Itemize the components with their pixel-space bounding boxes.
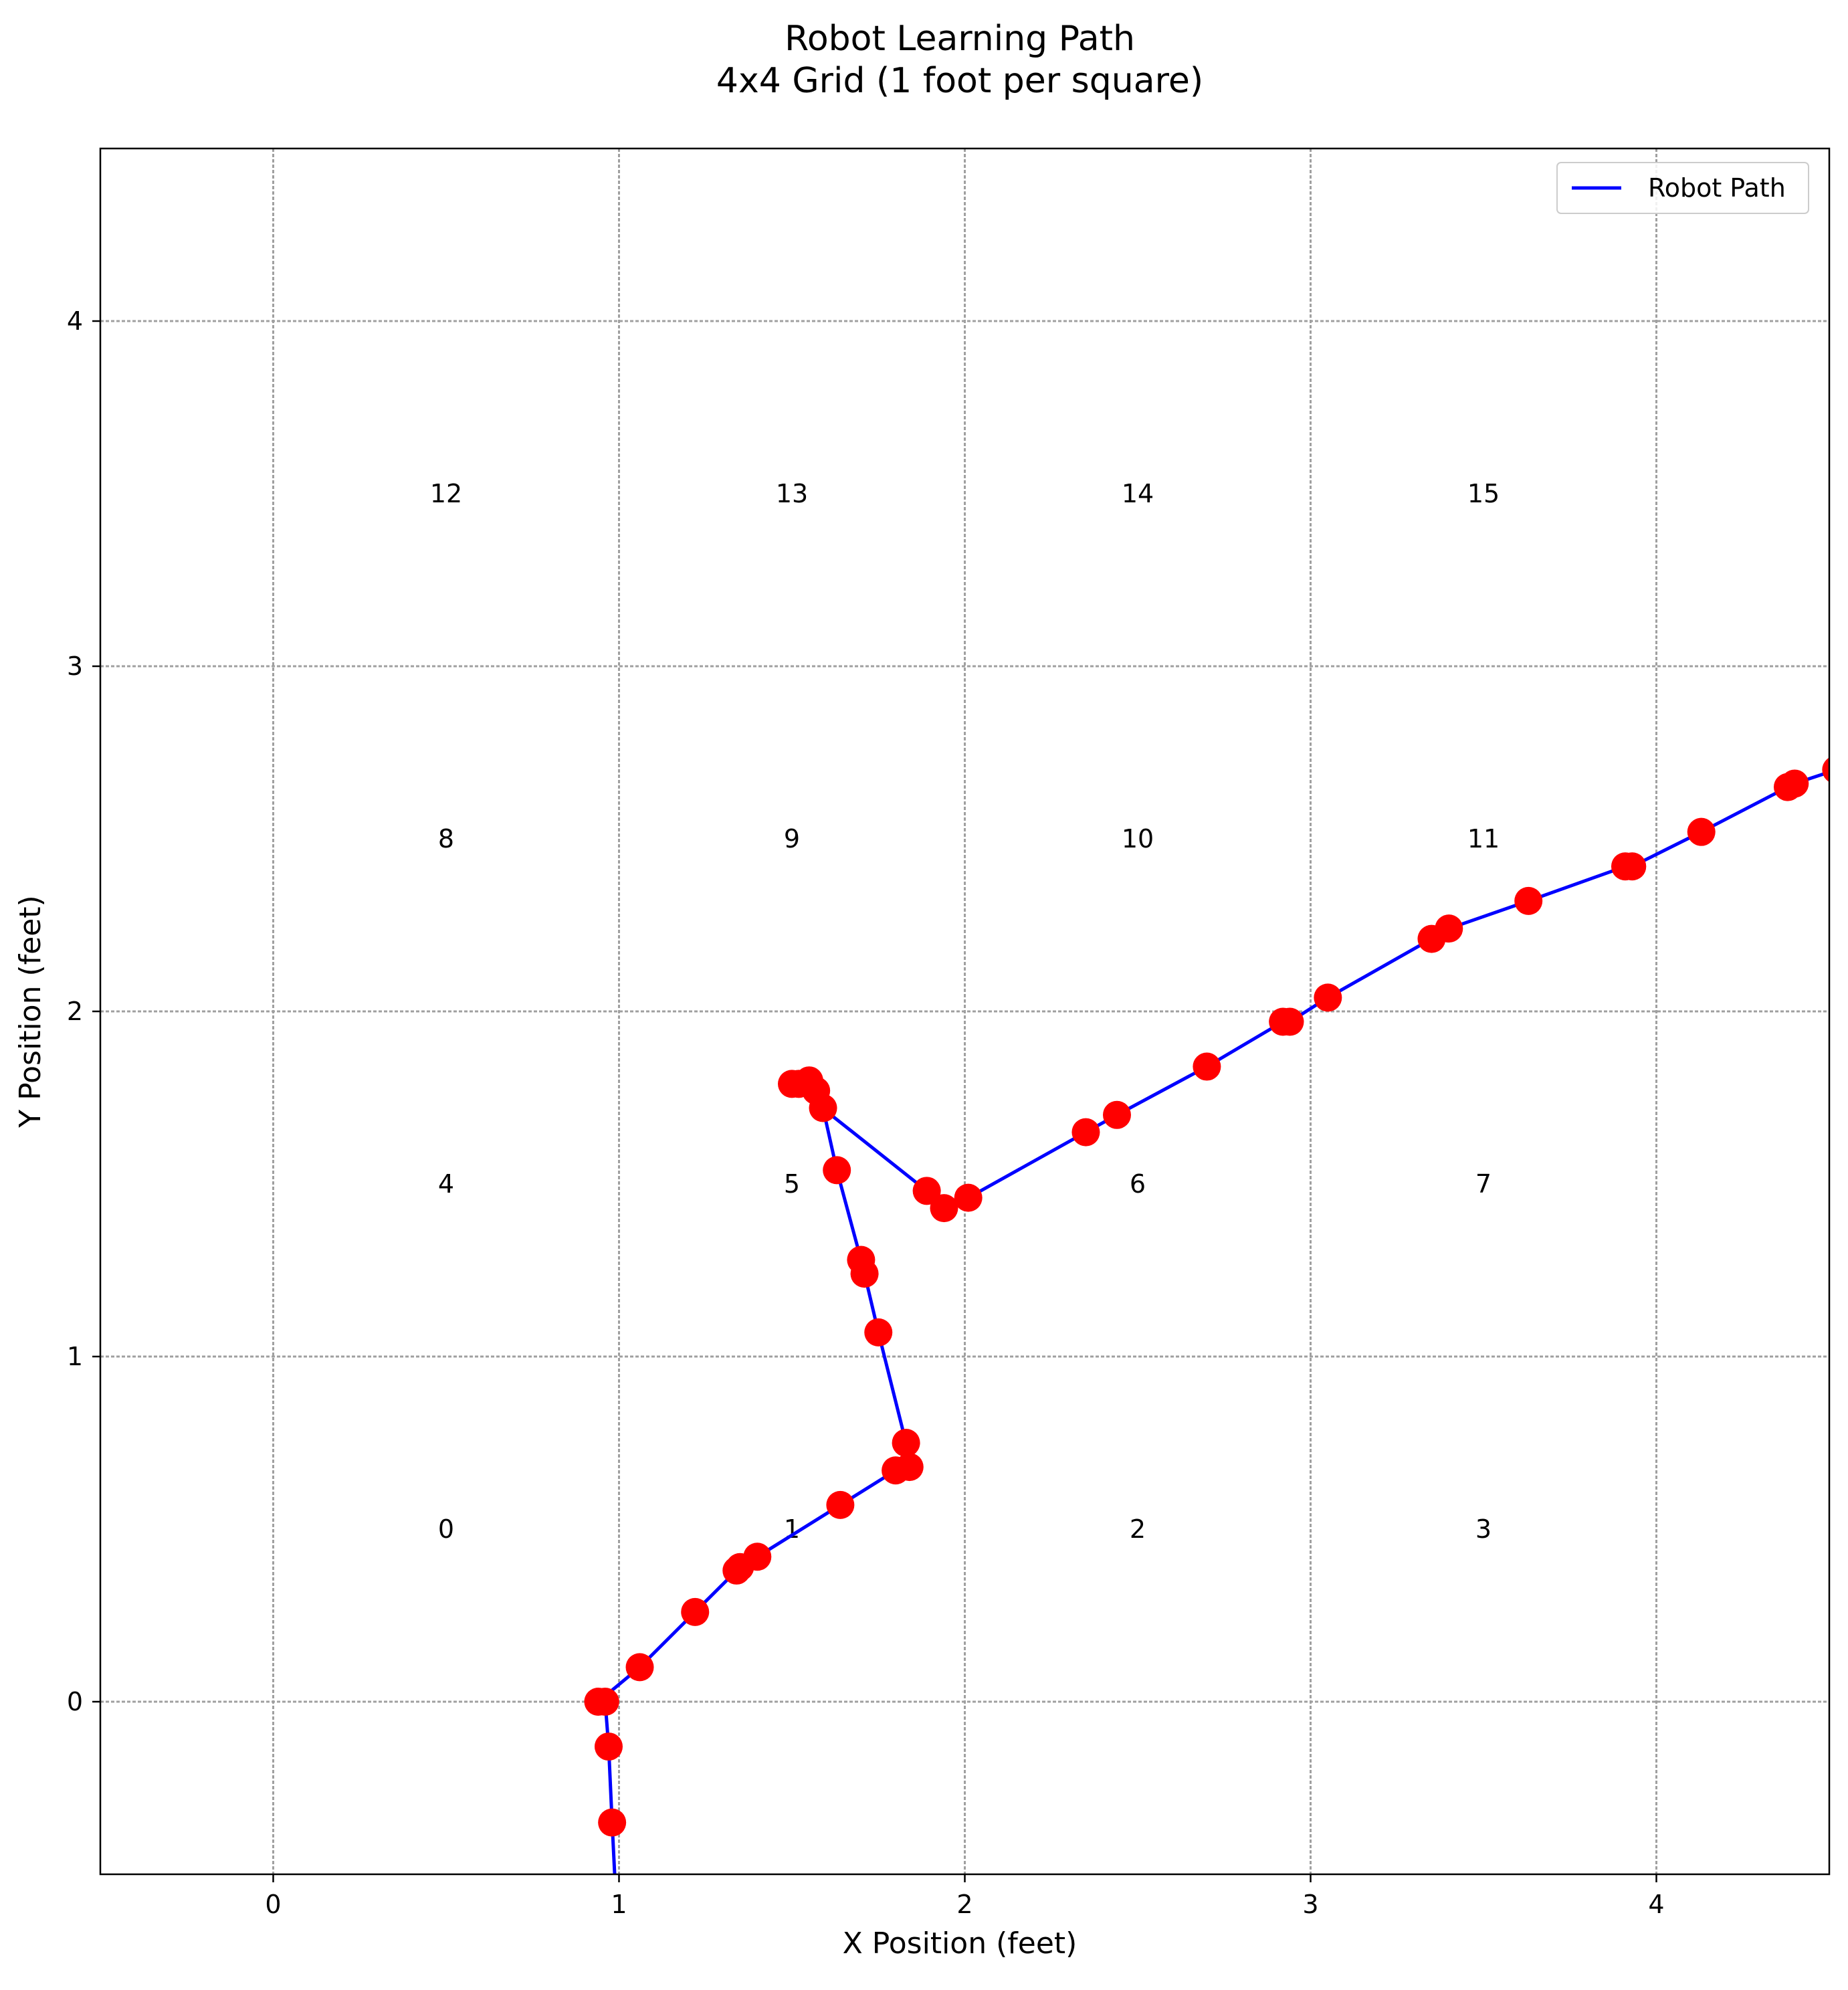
cell-label-7: 7	[1475, 1169, 1492, 1199]
cell-label-11: 11	[1467, 824, 1500, 854]
cell-label-3: 3	[1475, 1514, 1492, 1544]
cell-label-2: 2	[1130, 1514, 1146, 1544]
path-point-6	[681, 1597, 710, 1626]
chart-title-line1: Robot Learning Path	[785, 19, 1135, 59]
y-tick-label-2: 2	[67, 997, 83, 1026]
cell-label-14: 14	[1122, 479, 1154, 508]
grid-layer	[100, 148, 1829, 1874]
cell-label-5: 5	[784, 1169, 800, 1199]
x-tick-label-2: 2	[956, 1890, 972, 1919]
cell-label-6: 6	[1130, 1169, 1146, 1199]
legend: Robot Path	[1556, 162, 1809, 214]
path-point-34	[1514, 886, 1543, 915]
x-tick-label-4: 4	[1648, 1890, 1664, 1919]
path-point-22	[778, 1070, 806, 1098]
path-point-26	[1071, 1118, 1100, 1147]
path-point-17	[823, 1156, 851, 1185]
y-tick-label-0: 0	[67, 1687, 83, 1716]
cell-label-4: 4	[438, 1169, 454, 1199]
path-point-39	[1780, 769, 1809, 798]
plot-area	[584, 757, 1829, 1874]
path-point-24	[930, 1194, 958, 1223]
legend-entry-robot-path: Robot Path	[1648, 173, 1786, 203]
x-tick-label-1: 1	[611, 1890, 627, 1919]
path-point-2	[594, 1732, 623, 1761]
path-point-31	[1314, 983, 1342, 1012]
path-point-36	[1618, 852, 1647, 881]
path-point-30	[1275, 1007, 1304, 1036]
path-point-33	[1435, 914, 1463, 943]
cell-label-13: 13	[776, 479, 808, 508]
cell-label-0: 0	[438, 1514, 454, 1544]
path-point-27	[1102, 1100, 1131, 1129]
point-layer	[584, 757, 1829, 1837]
path-point-25	[954, 1183, 983, 1212]
path-point-12	[895, 1453, 924, 1482]
path-point-37	[1687, 817, 1716, 846]
cell-label-12: 12	[430, 479, 462, 508]
x-tick-label-0: 0	[265, 1890, 281, 1919]
x-axis-label: X Position (feet)	[843, 1926, 1077, 1961]
y-tick-label-4: 4	[67, 306, 83, 336]
path-point-1	[598, 1808, 627, 1837]
path-point-13	[892, 1429, 920, 1457]
path-point-23	[912, 1177, 941, 1205]
cell-label-8: 8	[438, 824, 454, 854]
legend-box	[1556, 162, 1809, 214]
path-point-9	[743, 1543, 772, 1571]
y-axis-label: Y Position (feet)	[13, 895, 47, 1128]
path-point-4	[584, 1688, 613, 1716]
y-tick-label-3: 3	[67, 652, 83, 681]
chart-title-line2: 4x4 Grid (1 foot per square)	[716, 61, 1203, 101]
path-point-5	[625, 1653, 654, 1682]
y-tick-label-1: 1	[67, 1342, 83, 1371]
path-point-40	[1822, 757, 1829, 783]
path-point-10	[826, 1490, 855, 1519]
cell-label-15: 15	[1467, 479, 1500, 508]
cell-label-10: 10	[1122, 824, 1154, 854]
path-point-14	[864, 1318, 893, 1347]
cell-label-9: 9	[784, 824, 800, 854]
x-tick-label-3: 3	[1302, 1890, 1318, 1919]
path-point-16	[847, 1246, 876, 1274]
path-point-28	[1193, 1052, 1221, 1081]
